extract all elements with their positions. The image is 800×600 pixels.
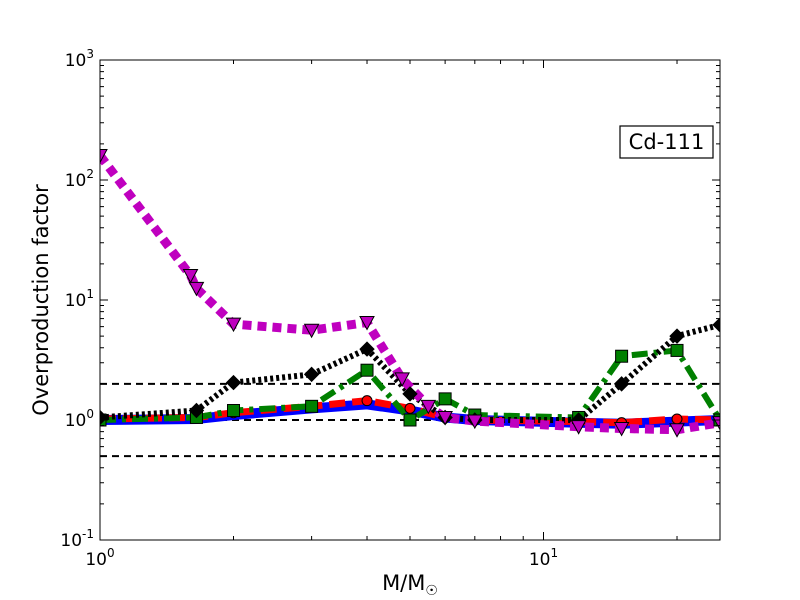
series-line-4 [100,321,720,423]
series-5-point [394,372,410,387]
series-3-point [227,403,241,417]
x-tick-label: 101 [529,546,558,570]
series-3-point [670,343,684,357]
series-4-point [100,409,108,426]
series-5-point [100,149,108,164]
x-tick-label: 100 [85,546,114,570]
series-4-point [402,386,418,402]
series-5-point [188,281,205,297]
y-tick-label: 10-1 [60,527,94,551]
series-4-point [613,376,630,392]
series-4-point [712,317,720,333]
series-3-point [305,399,319,413]
series-3-point [615,349,629,363]
series-2-point [361,395,373,407]
series-4-point [188,402,205,419]
series-2-point [671,413,683,425]
series-2-point [404,402,416,414]
series-5-point [225,317,242,333]
x-axis-label-main: M/M [382,571,425,595]
series-5-point [182,269,199,284]
y-axis-label: Overproduction factor [29,184,53,416]
series-5-point [613,421,630,437]
series-3-point [360,363,374,377]
annotation-label: Cd-111 [629,130,705,154]
y-tick-label: 103 [65,47,94,71]
series-markers [100,149,720,438]
axis-ticks [99,59,720,541]
series-4-point [303,366,320,383]
y-tick-label: 102 [65,167,94,191]
series-4-point [669,328,685,344]
series-3-point [403,413,417,427]
series-5-point [359,315,375,331]
x-axis-label: M/M☉ [382,571,438,599]
series-5-point [437,410,453,426]
y-tick-label: 100 [65,407,94,431]
series-4-point [225,374,242,391]
series-4-point [359,341,375,357]
y-tick-label: 101 [65,287,94,311]
x-axis-label-subscript: ☉ [425,583,438,599]
series-5-point [570,420,587,435]
series-5-point [466,414,483,430]
series-5-point [420,399,437,415]
series-5-point [669,423,685,438]
series-3-point [438,392,452,406]
annotation-box: Cd-111 [619,125,714,159]
series-5-point [303,323,320,339]
